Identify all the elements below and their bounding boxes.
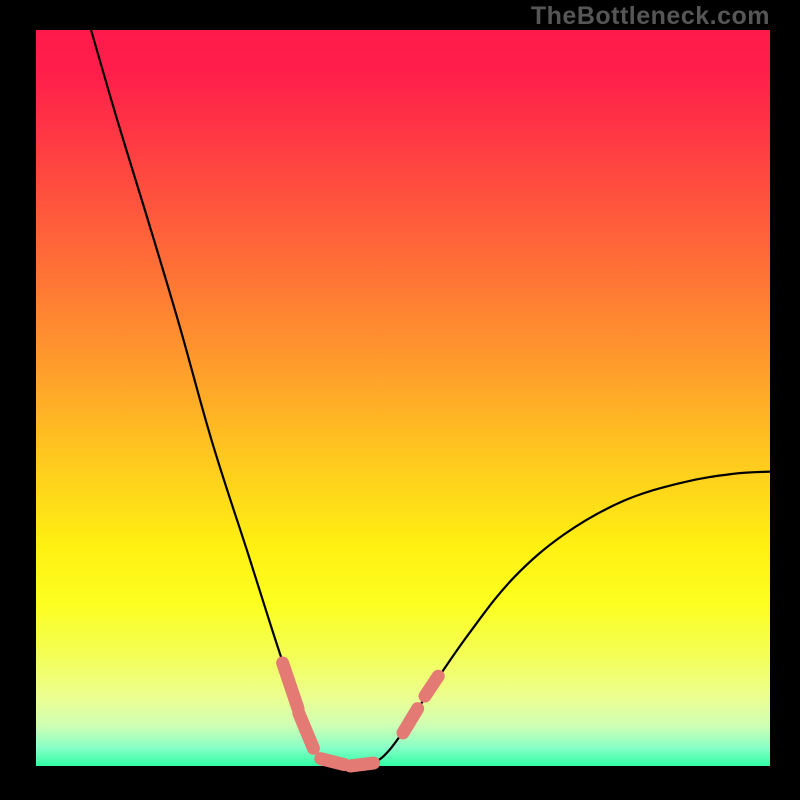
- highlight-marks: [283, 663, 439, 766]
- bottleneck-curve-chart: [0, 0, 800, 800]
- highlight-mark: [350, 763, 373, 766]
- highlight-mark: [403, 709, 418, 733]
- watermark-text: TheBottleneck.com: [531, 2, 770, 31]
- bottleneck-curve: [91, 30, 770, 766]
- highlight-mark: [283, 663, 298, 709]
- highlight-mark: [425, 676, 438, 696]
- highlight-mark: [299, 713, 314, 748]
- highlight-mark: [321, 759, 344, 765]
